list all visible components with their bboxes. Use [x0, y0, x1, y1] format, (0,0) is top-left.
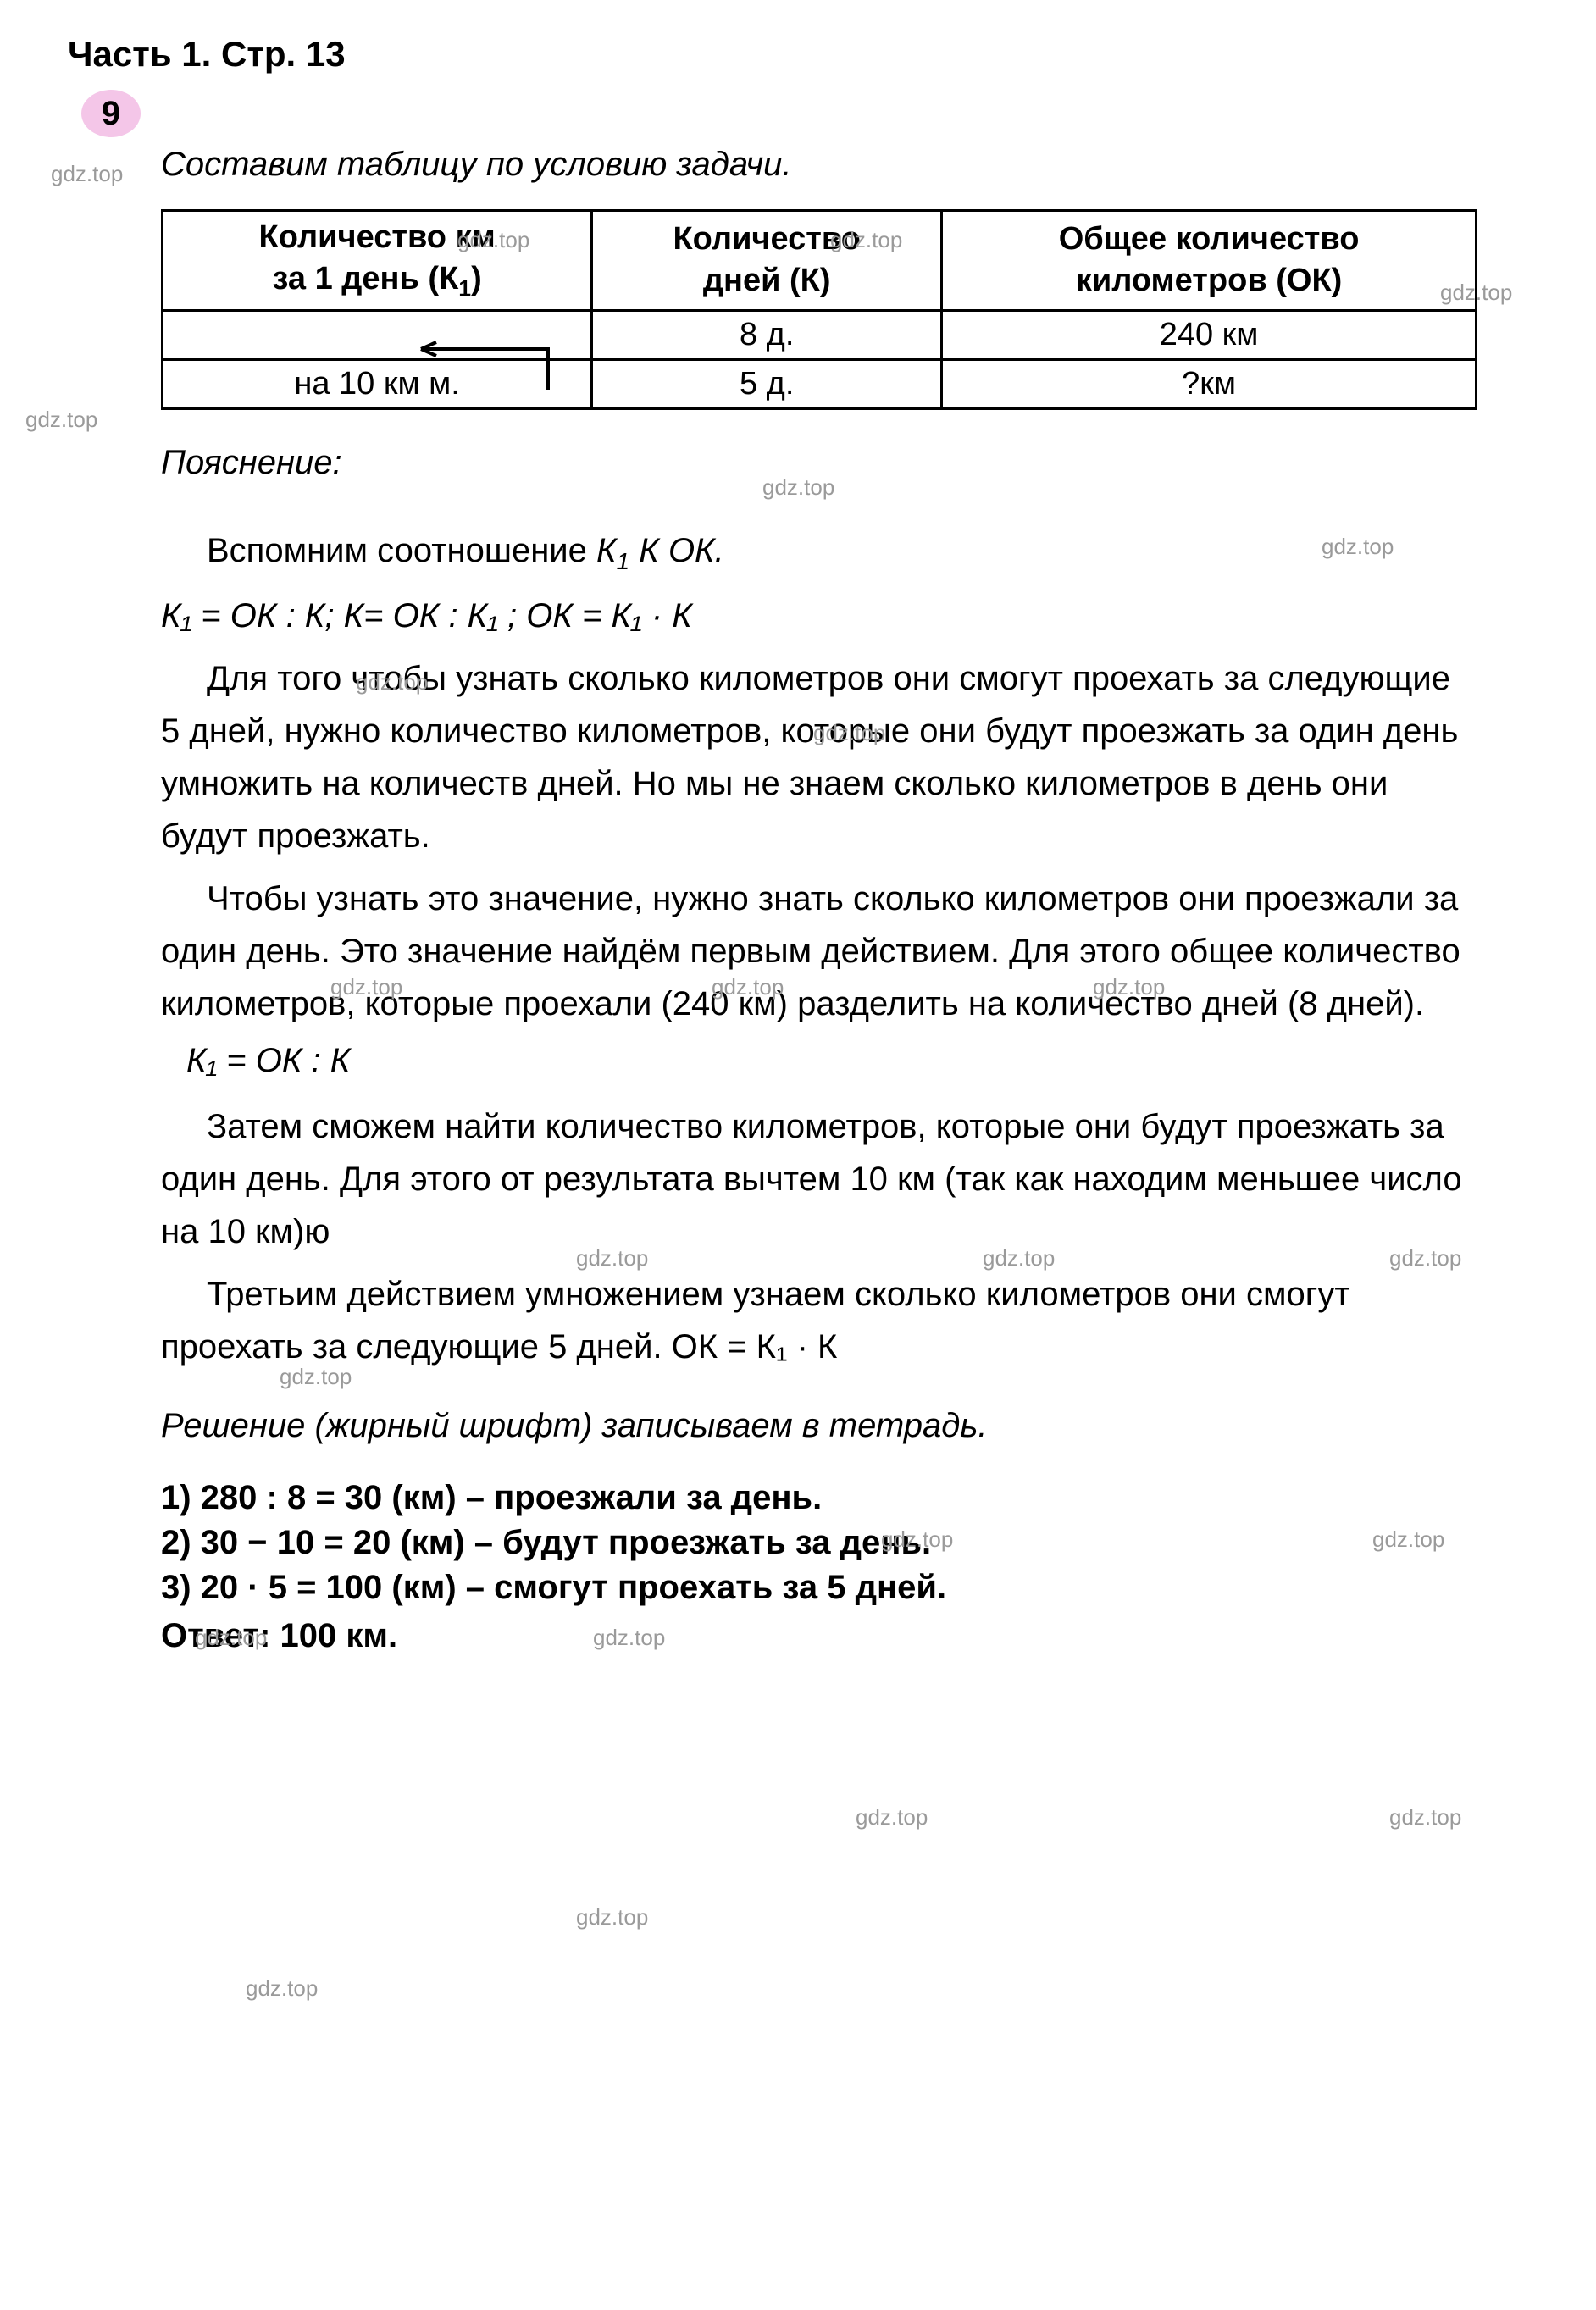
watermark-text: gdz.top: [1389, 1804, 1461, 1831]
page-title: Часть 1. Стр. 13: [68, 34, 1545, 75]
relation-line: Вспомним соотношение К1 К ОК.: [161, 524, 1477, 579]
rel-mid: К ОК.: [629, 532, 724, 569]
col1-header: Количество км за 1 день (К1): [163, 211, 592, 311]
relation-formula: К₁ = ОК : К; К= ОК : К₁ ; ОК = К₁ · К: [161, 590, 1477, 642]
col2-line2: дней (К): [703, 263, 831, 298]
col1-line2: за 1 день (К: [273, 261, 459, 296]
paragraph-4: Третьим действием умножением узнаем скол…: [161, 1268, 1477, 1373]
explanation-title: Пояснение:: [161, 444, 1477, 482]
watermark-text: gdz.top: [51, 161, 123, 187]
col1-line1: Количество км: [259, 219, 496, 255]
content-area: Составим таблицу по условию задачи. Коли…: [161, 146, 1477, 1655]
table-row: 8 д. 240 км: [163, 310, 1477, 359]
paragraph-3: Затем сможем найти количество километров…: [161, 1100, 1477, 1258]
col3-header: Общее количество километров (ОК): [942, 211, 1477, 311]
rel-k1: К: [596, 532, 617, 569]
cell-r1c3: 240 км: [942, 310, 1477, 359]
col1-close: ): [471, 261, 482, 296]
paragraph-2: Чтобы узнать это значение, нужно знать с…: [161, 872, 1477, 1030]
intro-text: Составим таблицу по условию задачи.: [161, 146, 1477, 184]
solution-step-1: 1) 280 : 8 = 30 (км) – проезжали за день…: [161, 1479, 1477, 1517]
problem-number-badge: 9: [81, 90, 141, 137]
watermark-text: gdz.top: [576, 1904, 648, 1931]
col1-sub: 1: [458, 276, 471, 302]
col2-line1: Количество: [673, 221, 860, 257]
cell-r2c1: на 10 км м.: [163, 359, 592, 408]
solution-step-3: 3) 20 · 5 = 100 (км) – смогут проехать з…: [161, 1569, 1477, 1607]
paragraph-1: Для того чтобы узнать сколько километров…: [161, 652, 1477, 862]
watermark-text: gdz.top: [25, 407, 97, 433]
watermark-text: gdz.top: [246, 1975, 318, 2002]
problem-table: Количество км за 1 день (К1) Количество …: [161, 209, 1477, 410]
solution-step-2: 2) 30 − 10 = 20 (км) – будут проезжать з…: [161, 1524, 1477, 1562]
arrow-icon: [396, 339, 565, 398]
cell-r2c3: ?км: [942, 359, 1477, 408]
solution-note: Решение (жирный шрифт) записываем в тетр…: [161, 1407, 1477, 1445]
formula-2: К₁ = ОК : К: [186, 1042, 1477, 1080]
rel-pre: Вспомним соотношение: [207, 532, 596, 569]
col3-line2: километров (ОК): [1076, 263, 1342, 298]
col3-line1: Общее количество: [1059, 221, 1360, 257]
answer-line: Ответ: 100 км.: [161, 1617, 1477, 1655]
cell-r2c2: 5 д.: [592, 359, 942, 408]
col2-header: Количество дней (К): [592, 211, 942, 311]
table-header-row: Количество км за 1 день (К1) Количество …: [163, 211, 1477, 311]
cell-r1c2: 8 д.: [592, 310, 942, 359]
table-row: на 10 км м. 5 д. ?км: [163, 359, 1477, 408]
rel-s1: 1: [617, 548, 630, 574]
watermark-text: gdz.top: [856, 1804, 928, 1831]
